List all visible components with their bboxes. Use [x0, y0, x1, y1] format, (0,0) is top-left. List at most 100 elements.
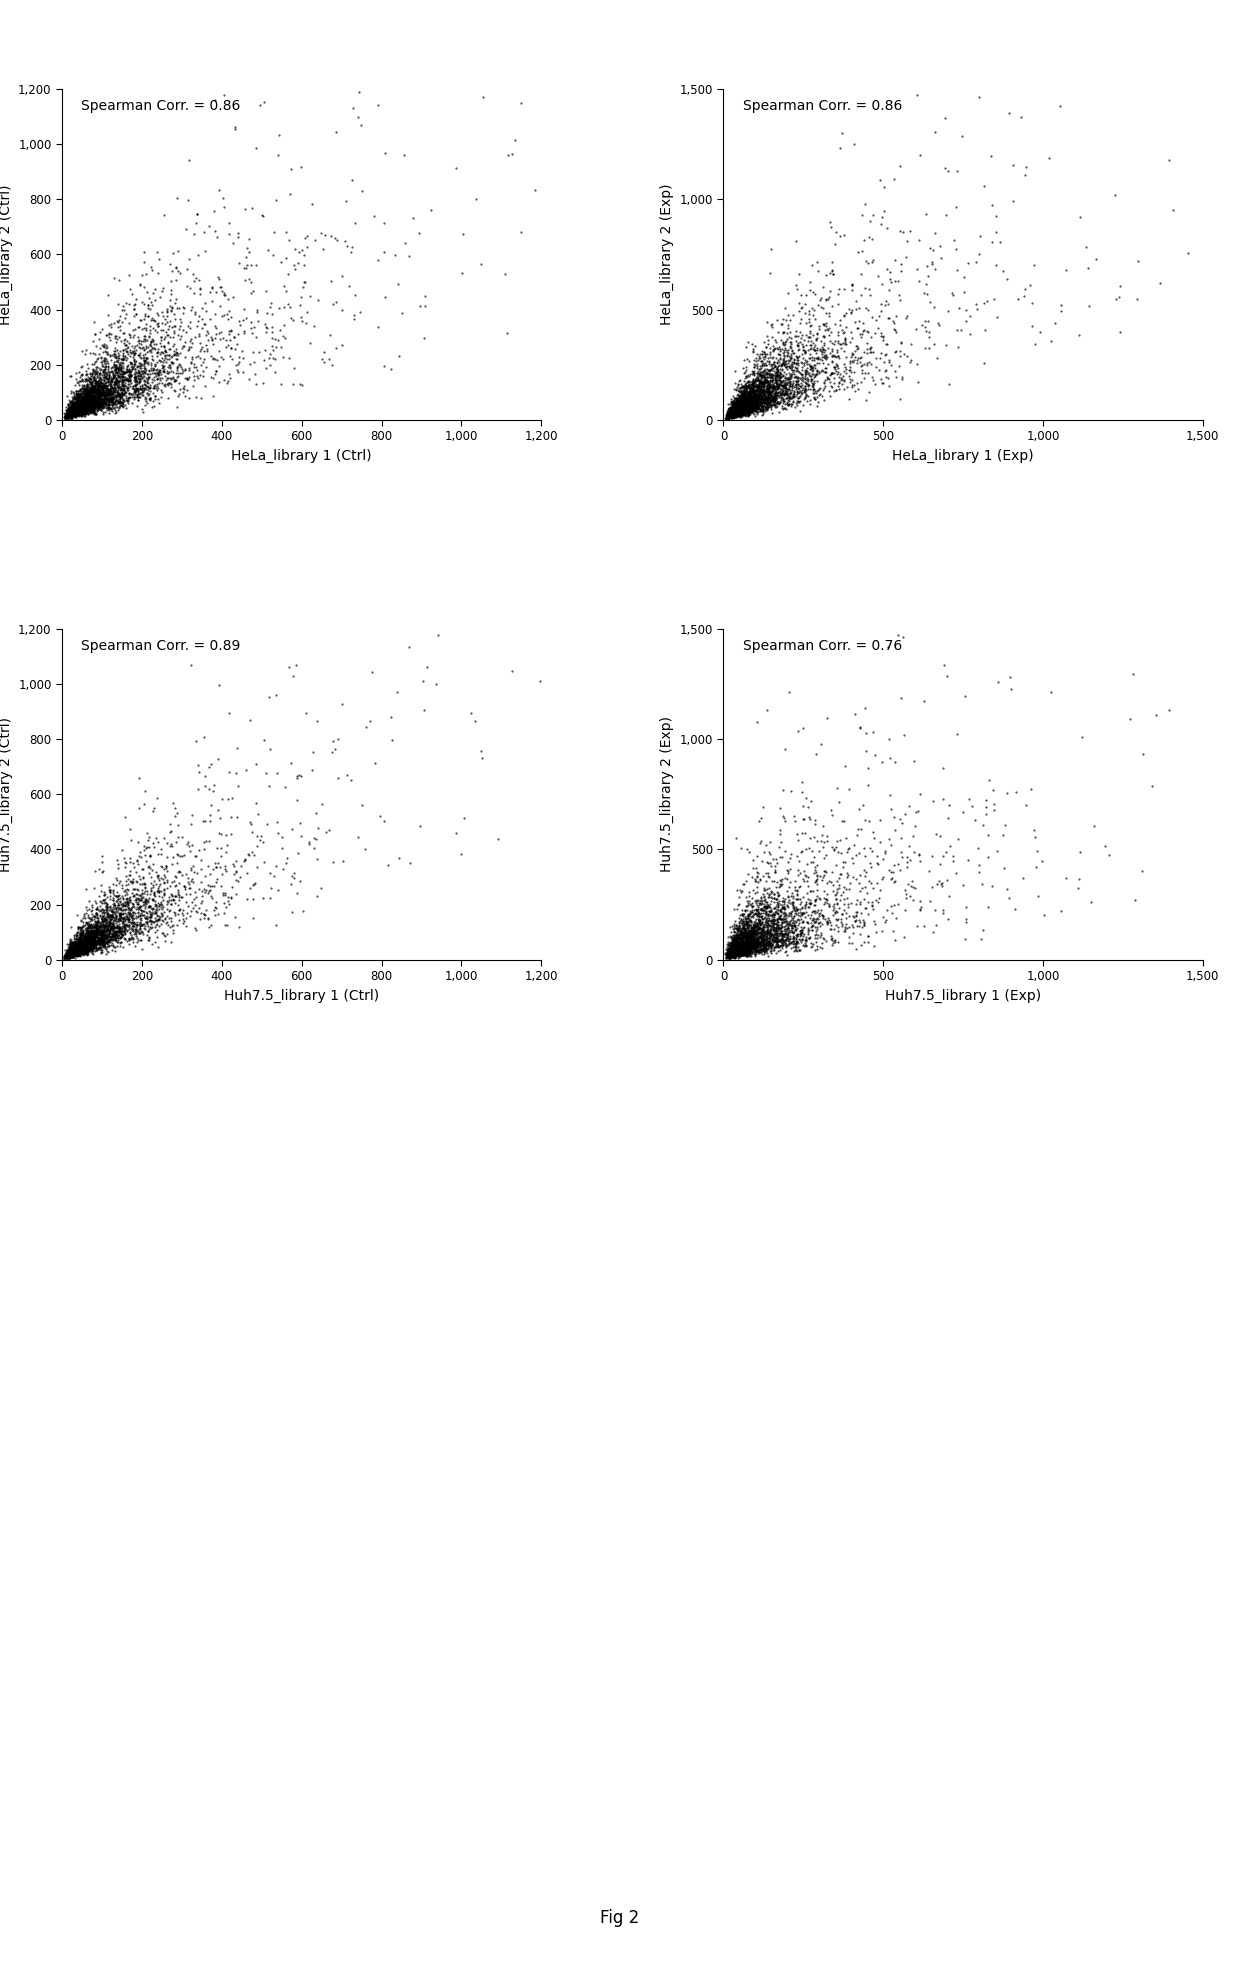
Point [823, 259, 843, 290]
Point [728, 387, 748, 419]
Point [250, 824, 270, 856]
Point [102, 366, 122, 397]
Point [161, 346, 181, 377]
Point [722, 941, 742, 972]
Point [723, 399, 743, 431]
Point [863, 836, 883, 867]
Point [108, 375, 128, 407]
Point [730, 919, 750, 950]
Point [61, 939, 81, 970]
Point [498, 138, 518, 170]
Point [74, 389, 94, 421]
Point [743, 356, 763, 387]
Point [86, 383, 105, 415]
Point [720, 933, 740, 964]
Point [71, 377, 91, 409]
Point [69, 381, 89, 413]
Point [301, 755, 321, 786]
Point [728, 937, 748, 968]
Point [799, 891, 818, 923]
Point [84, 383, 104, 415]
Point [753, 919, 773, 950]
Point [195, 370, 215, 401]
Point [771, 915, 791, 947]
Point [718, 397, 738, 429]
Point [732, 385, 751, 417]
Point [64, 935, 84, 966]
Point [725, 939, 745, 970]
Point [760, 338, 780, 370]
Point [58, 403, 78, 435]
Point [61, 397, 81, 429]
Point [805, 368, 825, 399]
Point [753, 917, 773, 948]
Point [1042, 676, 1061, 707]
Point [120, 348, 140, 379]
Point [749, 379, 769, 411]
Point [733, 911, 753, 943]
Point [72, 364, 92, 395]
Point [376, 597, 396, 628]
Point [154, 356, 174, 387]
Point [729, 399, 749, 431]
Point [744, 348, 764, 379]
Point [780, 899, 800, 931]
Point [72, 385, 92, 417]
Point [732, 385, 751, 417]
Point [759, 368, 779, 399]
Point [61, 395, 81, 427]
Point [62, 937, 82, 968]
Point [60, 393, 79, 425]
Point [732, 393, 751, 425]
Point [556, 640, 575, 672]
Point [74, 393, 94, 425]
Point [729, 397, 749, 429]
Point [776, 364, 796, 395]
Point [719, 941, 739, 972]
Point [766, 375, 786, 407]
Point [758, 929, 777, 960]
Point [725, 939, 745, 970]
Point [131, 358, 151, 389]
Point [66, 931, 86, 962]
Point [730, 385, 750, 417]
Point [110, 901, 130, 933]
Point [71, 915, 91, 947]
Point [851, 711, 870, 743]
Point [780, 909, 800, 941]
Point [737, 931, 756, 962]
Point [724, 389, 744, 421]
Point [724, 915, 744, 947]
Point [64, 939, 84, 970]
Point [822, 856, 842, 887]
Point [719, 939, 739, 970]
Point [92, 923, 112, 954]
Point [208, 670, 228, 701]
Point [776, 370, 796, 401]
Point [956, 304, 976, 336]
Point [730, 933, 750, 964]
Point [771, 889, 791, 921]
Point [126, 844, 146, 875]
Point [64, 931, 84, 962]
Point [62, 393, 82, 425]
Point [777, 373, 797, 405]
Point [77, 391, 97, 423]
Point [84, 364, 104, 395]
Point [725, 399, 745, 431]
Point [751, 387, 771, 419]
Point [99, 929, 119, 960]
Point [64, 933, 84, 964]
Point [744, 389, 764, 421]
Point [771, 354, 791, 385]
Point [720, 397, 740, 429]
Point [781, 933, 801, 964]
Point [739, 379, 759, 411]
Point [112, 389, 131, 421]
Point [99, 373, 119, 405]
Point [753, 925, 773, 956]
Point [531, 666, 551, 698]
Point [730, 927, 750, 958]
Point [768, 360, 787, 391]
Point [109, 867, 129, 899]
